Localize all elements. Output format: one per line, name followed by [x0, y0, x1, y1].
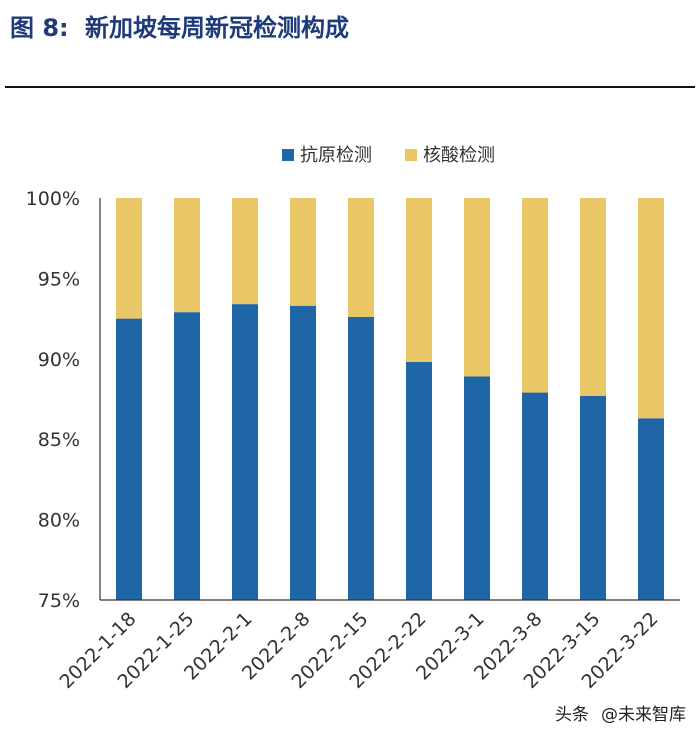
legend-label-2: 核酸检测: [423, 145, 495, 166]
y-tick-label: 90%: [38, 349, 80, 371]
bar-pcr-2022-3-8: [522, 198, 548, 393]
bar-antigen-2022-1-18: [116, 318, 142, 600]
legend-swatch-2: [405, 149, 417, 161]
y-tick-label: 95%: [38, 268, 80, 290]
y-tick-label: 100%: [26, 188, 80, 210]
bar-pcr-2022-2-8: [290, 198, 316, 306]
bar-pcr-2022-2-15: [348, 198, 374, 317]
legend-swatch-1: [282, 149, 294, 161]
watermark-source: 头条: [555, 705, 589, 725]
bar-antigen-2022-3-8: [522, 392, 548, 600]
bar-antigen-2022-2-8: [290, 305, 316, 600]
bar-antigen-2022-2-1: [232, 304, 258, 600]
figure-title: 图 8: 新加坡每周新冠检测构成: [10, 8, 357, 43]
bar-pcr-2022-3-15: [580, 198, 606, 396]
bar-pcr-2022-3-1: [464, 198, 490, 377]
bar-antigen-2022-2-22: [406, 362, 432, 600]
title-divider: [5, 86, 695, 88]
bar-antigen-2022-2-15: [348, 316, 374, 600]
bar-pcr-2022-2-1: [232, 198, 258, 305]
bar-pcr-2022-1-25: [174, 198, 200, 313]
bar-pcr-2022-3-22: [638, 198, 664, 419]
bar-pcr-2022-1-18: [116, 198, 142, 319]
watermark: 头条 @未来智库: [555, 700, 686, 725]
bar-antigen-2022-3-22: [638, 418, 664, 600]
watermark-account: @未来智库: [601, 705, 686, 725]
figure-title-text: 新加坡每周新冠检测构成: [85, 14, 350, 42]
y-tick-label: 85%: [38, 429, 80, 451]
figure-label: 图 8:: [10, 14, 69, 42]
legend-label-1: 抗原检测: [300, 145, 372, 166]
bar-pcr-2022-2-22: [406, 198, 432, 363]
bar-antigen-2022-3-1: [464, 376, 490, 600]
bar-antigen-2022-3-15: [580, 395, 606, 600]
y-tick-label: 80%: [38, 510, 80, 532]
y-tick-label: 75%: [38, 590, 80, 612]
bar-antigen-2022-1-25: [174, 312, 200, 600]
